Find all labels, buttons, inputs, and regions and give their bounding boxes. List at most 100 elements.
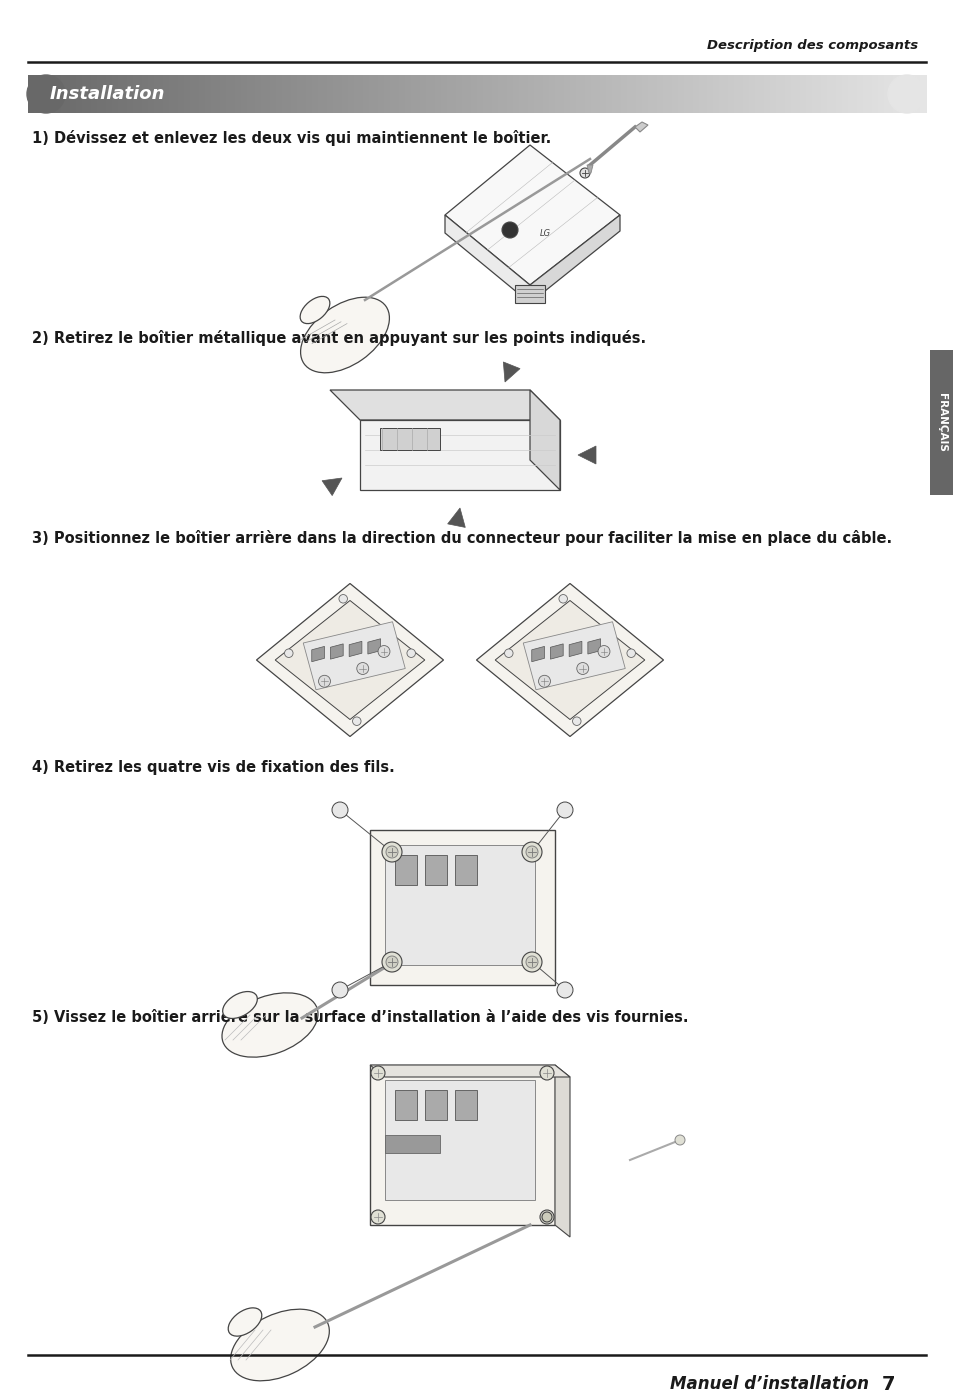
Bar (537, 76, 540, 113)
Text: 5) Vissez le boîtier arrière sur la surface d’installation à l’aide des vis four: 5) Vissez le boîtier arrière sur la surf… (32, 1009, 688, 1025)
Bar (503, 76, 507, 113)
Bar (342, 76, 346, 113)
Circle shape (27, 76, 65, 113)
Bar (208, 76, 212, 113)
Bar (363, 76, 367, 113)
Bar (424, 855, 447, 885)
Bar (752, 76, 756, 113)
Bar (703, 76, 708, 113)
Circle shape (557, 802, 573, 818)
Bar (30, 76, 35, 113)
Circle shape (332, 981, 348, 998)
Bar (569, 76, 573, 113)
Bar (534, 76, 537, 113)
Bar (264, 76, 268, 113)
Bar (318, 76, 322, 113)
Bar (219, 76, 223, 113)
Bar (135, 76, 139, 113)
Bar (599, 76, 603, 113)
Bar (177, 76, 181, 113)
Bar (626, 76, 630, 113)
Bar (773, 76, 777, 113)
Circle shape (353, 717, 360, 725)
Bar (103, 76, 107, 113)
Bar (839, 76, 842, 113)
Bar (883, 76, 887, 113)
Circle shape (558, 595, 567, 603)
Polygon shape (495, 601, 644, 720)
Bar (510, 76, 514, 113)
Polygon shape (330, 644, 343, 659)
Bar (193, 76, 196, 113)
Polygon shape (635, 122, 647, 132)
Text: LG: LG (539, 228, 551, 238)
Bar (874, 76, 878, 113)
Bar (204, 76, 209, 113)
Bar (769, 76, 774, 113)
Bar (345, 76, 349, 113)
Circle shape (525, 956, 537, 967)
Bar (856, 76, 861, 113)
Bar (542, 76, 546, 113)
Bar (28, 76, 32, 113)
Bar (611, 76, 615, 113)
Bar (471, 76, 475, 113)
Bar (656, 76, 659, 113)
Circle shape (525, 846, 537, 858)
Bar (623, 76, 627, 113)
Bar (518, 76, 522, 113)
Circle shape (407, 650, 415, 658)
Circle shape (386, 846, 397, 858)
Bar (456, 76, 459, 113)
Bar (710, 76, 714, 113)
Bar (253, 76, 256, 113)
Bar (390, 76, 394, 113)
Bar (539, 76, 543, 113)
Ellipse shape (222, 993, 317, 1057)
Bar (923, 76, 926, 113)
Bar (187, 76, 191, 113)
Bar (169, 76, 172, 113)
Bar (385, 1079, 535, 1200)
Bar (749, 76, 753, 113)
Bar (524, 76, 528, 113)
Bar (513, 76, 517, 113)
Bar (294, 76, 298, 113)
Bar (497, 76, 501, 113)
Bar (100, 76, 104, 113)
Bar (492, 76, 496, 113)
Bar (695, 76, 699, 113)
Bar (560, 76, 564, 113)
Bar (453, 76, 456, 113)
Bar (763, 76, 767, 113)
Bar (121, 76, 125, 113)
Polygon shape (274, 601, 424, 720)
Bar (250, 76, 253, 113)
Bar (784, 76, 788, 113)
Bar (455, 1091, 476, 1120)
Bar (455, 855, 476, 885)
Bar (461, 76, 465, 113)
Circle shape (332, 802, 348, 818)
Bar (521, 76, 525, 113)
Bar (913, 76, 917, 113)
Bar (740, 76, 743, 113)
Bar (79, 76, 83, 113)
Bar (370, 830, 555, 986)
Circle shape (539, 1210, 554, 1224)
Bar (679, 76, 684, 113)
Bar (423, 76, 427, 113)
Circle shape (539, 1065, 554, 1079)
Polygon shape (555, 1065, 569, 1238)
Circle shape (356, 662, 368, 675)
Bar (929, 350, 953, 496)
Bar (117, 76, 122, 113)
Bar (411, 76, 415, 113)
Bar (677, 76, 680, 113)
Text: Installation: Installation (50, 85, 165, 104)
Bar (114, 76, 119, 113)
Circle shape (284, 650, 293, 658)
Bar (369, 76, 373, 113)
Bar (372, 76, 375, 113)
Bar (306, 76, 310, 113)
